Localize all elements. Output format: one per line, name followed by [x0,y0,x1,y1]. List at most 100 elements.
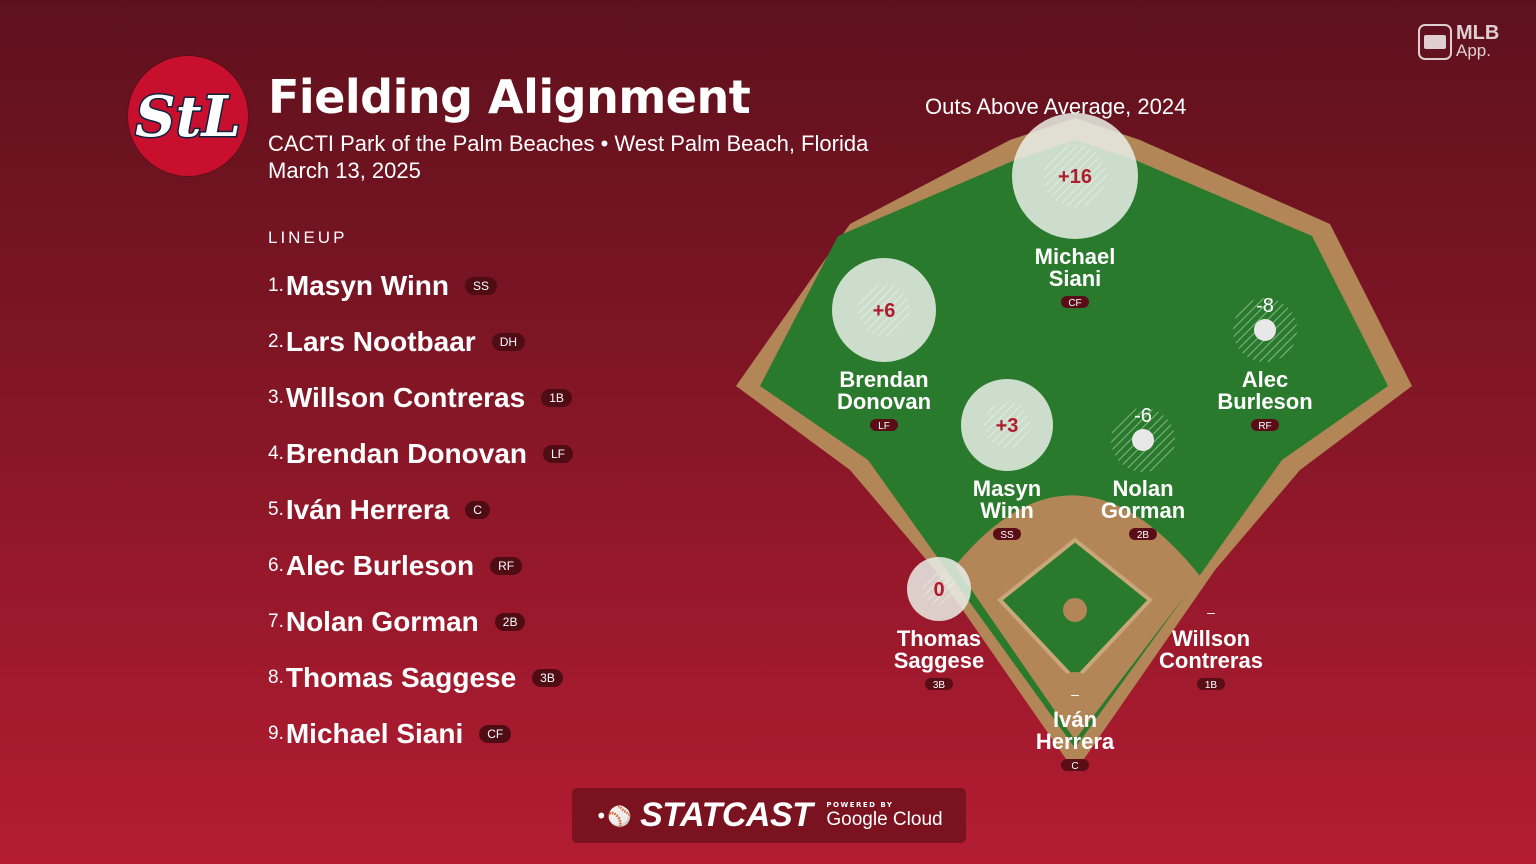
lineup-row: 8. Thomas Saggese 3B [268,650,573,706]
lineup-player-name: Michael Siani [285,718,464,749]
lineup-list: 1. Masyn Winn SS 2. Lars Nootbaar DH 3. Willson… [268,258,574,762]
fielder-last-name: Burleson [1217,389,1312,414]
lineup-position-badge: 2B [494,613,526,631]
fielder-position: 1B [1205,680,1218,691]
lineup-position-badge: C [465,501,490,519]
oaa-value: +6 [873,300,896,322]
fielder-last-name: Contreras [1159,648,1263,673]
lineup-player-name: Masyn Winn [285,270,449,301]
fielder-first-name: Alec [1242,367,1288,392]
lineup-position-badge: 1B [541,389,572,407]
lineup-player-name: Thomas Saggese [285,662,517,693]
fielder-position-badge [1197,678,1225,690]
fielder-last-name: Herrera [1036,729,1115,754]
lineup-player-name: Willson Contreras [285,382,526,413]
lineup-number: 9. [268,723,284,744]
home-plate-area [1055,672,1095,712]
fielder-position-badge [993,528,1021,540]
lineup-position-badge: CF [479,725,512,743]
mlb-app-logo: MLB App. [1418,22,1500,60]
oaa-value: – [1071,686,1079,702]
fielder-position-badge [870,419,898,431]
lineup-row: 6. Alec Burleson RF [268,538,573,594]
oaa-bubble-hatch [984,402,1030,448]
lineup-number: 8. [268,667,284,688]
lineup-player-name: Brendan Donovan [285,438,527,469]
fielder-first-name: Iván [1053,707,1097,732]
oaa-bubble-hatch [858,284,910,336]
svg-text:StL: StL [135,84,241,150]
fielder-first-name: Masyn [973,476,1041,501]
fielder-last-name: Siani [1049,266,1102,291]
lineup-number: 2. [268,331,284,352]
fielder-last-name: Winn [980,498,1034,523]
lineup-player-name: Alec Burleson [285,550,475,581]
fielder-last-name: Saggese [894,648,985,673]
fielder-first-name: Nolan [1112,476,1173,501]
oaa-value: +3 [996,415,1019,437]
oaa-value: – [1207,604,1215,620]
lineup-row: 4. Brendan Donovan LF [268,426,574,482]
lineup-position-badge: RF [490,557,523,575]
mlb-icon [1418,24,1452,60]
mlb-batter-icon: •⚾ [595,803,633,828]
lineup-row: 5. Iván Herrera C [268,482,573,538]
lineup-row: 7. Nolan Gorman 2B [268,594,573,650]
fielder-position-badge [925,678,953,690]
venue-subtitle: CACTI Park of the Palm Beaches • West Pa… [268,131,869,156]
pitchers-mound [1063,598,1087,622]
fielder-position: C [1071,761,1078,772]
lineup-player-name: Lars Nootbaar [285,326,476,357]
fielder-position: RF [1258,421,1271,432]
oaa-bubble-hatch [923,573,955,605]
google-cloud-label: Google Cloud [826,808,943,830]
lineup-number: 6. [268,555,284,576]
fielder-position: 2B [1137,530,1150,541]
fielder-position-badge [1061,759,1089,771]
statcast-wordmark: STATCAST [640,796,813,834]
fielder-first-name: Thomas [897,626,981,651]
lineup-number: 1. [268,275,284,296]
fielder-last-name: Gorman [1101,498,1185,523]
oaa-value: 0 [933,579,944,601]
lineup-position-badge: 3B [532,669,563,687]
oaa-bubble-hatch [1043,144,1107,208]
powered-by-label: POWERED BY [826,800,894,809]
page-title: Fielding Alignment [268,70,751,124]
fielder-last-name: Donovan [837,389,931,414]
lineup-row: 1. Masyn Winn SS [268,258,573,314]
lineup-position-badge: LF [543,445,574,463]
fielder-position: LF [878,421,890,432]
mlb-app-suffix: App. [1456,41,1491,60]
lineup-row: 3. Willson Contreras 1B [268,370,573,426]
lineup-number: 3. [268,387,284,408]
mlb-app-name: MLB [1456,22,1500,44]
fielder-first-name: Michael [1035,244,1116,269]
oaa-value: +16 [1058,166,1092,188]
oaa-value: -6 [1134,405,1152,427]
fielder-position: 3B [933,680,946,691]
fielder-first-name: Willson [1172,626,1250,651]
cardinals-logo: StL [128,56,248,176]
fielder-position: CF [1068,298,1081,309]
lineup-number: 7. [268,611,284,632]
fielder-position: SS [1000,530,1014,541]
oaa-bubble-core [1254,319,1276,341]
oaa-value: -8 [1256,295,1274,317]
lineup-player-name: Nolan Gorman [285,606,479,637]
oaa-label: Outs Above Average, 2024 [925,94,1187,119]
lineup-position-badge: DH [491,333,526,351]
statcast-banner: •⚾ STATCAST POWERED BY Google Cloud [572,788,966,843]
lineup-row: 2. Lars Nootbaar DH [268,314,573,370]
fielder-first-name: Brendan [839,367,928,392]
lineup-position-badge: SS [464,277,497,295]
lineup-number: 4. [268,443,284,464]
